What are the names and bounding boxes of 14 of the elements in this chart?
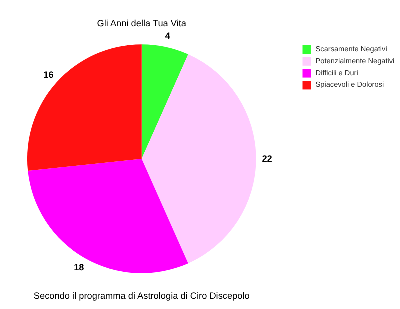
data-label: 18: [74, 262, 84, 272]
data-label: 22: [262, 154, 272, 164]
pie-slice: [28, 159, 188, 274]
legend-label: Scarsamente Negativi: [316, 44, 388, 54]
legend-label: Potenzialmente Negativi: [316, 56, 396, 66]
chart-title: Gli Anni della Tua Vita: [97, 18, 188, 28]
data-label: 16: [44, 70, 54, 80]
data-label: 4: [165, 31, 172, 42]
text: Secondo il programma di Astrologia di Ciro Discepolo: [34, 291, 250, 302]
legend-label: Spiacevoli e Dolorosi: [316, 80, 384, 90]
pie-slice: [142, 44, 188, 160]
pie-slice: [142, 54, 256, 264]
pie-slice: [27, 44, 142, 171]
legend-label: Difficili e Duri: [316, 68, 359, 78]
